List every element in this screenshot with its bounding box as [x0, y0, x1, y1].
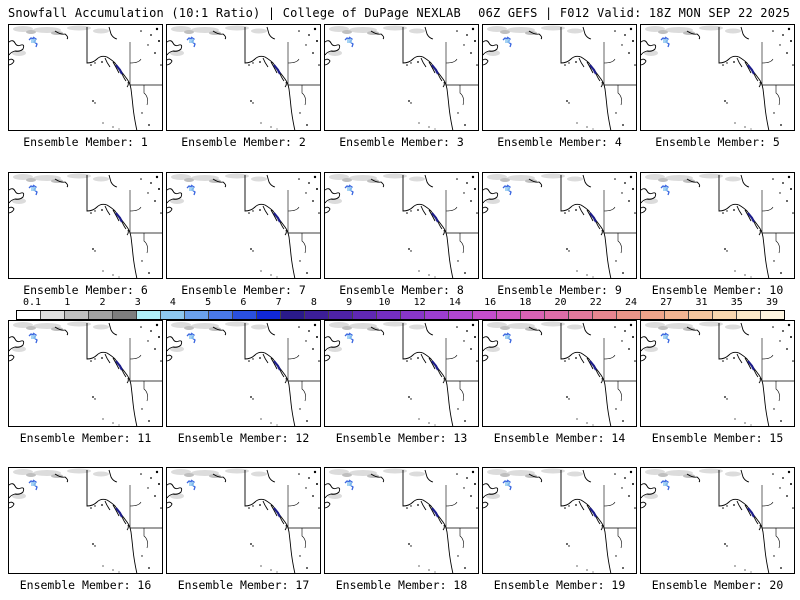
ensemble-member-label: Ensemble Member: 10 — [651, 283, 784, 297]
ensemble-member-label: Ensemble Member: 12 — [177, 431, 310, 445]
legend-swatch — [497, 311, 521, 319]
ensemble-member-map-13[interactable] — [324, 320, 479, 427]
legend-swatch — [281, 311, 305, 319]
legend-tick-label: 1 — [64, 297, 71, 308]
legend-tick-label: 2 — [99, 297, 106, 308]
ensemble-member-label: Ensemble Member: 6 — [23, 283, 148, 297]
legend-tick-labels: 0.1 1 2 3 4 5 6 7 8 9 10 12 14 16 18 20 22 24 27 31 35 39 — [16, 297, 785, 309]
ensemble-member-label: Ensemble Member: 14 — [493, 431, 626, 445]
legend-tick-label: 20 — [554, 297, 567, 308]
legend-tick-label: 16 — [484, 297, 497, 308]
map-title: Snowfall Accumulation (10:1 Ratio) | Col… — [8, 6, 461, 20]
legend-swatch — [473, 311, 497, 319]
ensemble-member-map-9[interactable] — [482, 172, 637, 279]
legend-swatch — [713, 311, 737, 319]
ensemble-member-map-10[interactable] — [640, 172, 795, 279]
ensemble-member-label: Ensemble Member: 8 — [339, 283, 464, 297]
legend-swatch — [329, 311, 353, 319]
legend-swatch — [305, 311, 329, 319]
legend-swatch — [65, 311, 89, 319]
legend-swatch — [377, 311, 401, 319]
legend-swatch — [41, 311, 65, 319]
ensemble-member-label: Ensemble Member: 5 — [655, 135, 780, 149]
legend-tick-label: 8 — [310, 297, 317, 308]
legend-swatch — [593, 311, 617, 319]
legend-tick-label: 27 — [660, 297, 673, 308]
legend-swatch — [761, 311, 784, 319]
legend-tick-label: 12 — [413, 297, 426, 308]
legend-swatch — [689, 311, 713, 319]
legend-swatch — [401, 311, 425, 319]
legend-tick-label: 9 — [346, 297, 353, 308]
ensemble-member-label: Ensemble Member: 4 — [497, 135, 622, 149]
legend-tick-label: 4 — [169, 297, 176, 308]
ensemble-member-map-15[interactable] — [640, 320, 795, 427]
ensemble-member-map-4[interactable] — [482, 24, 637, 131]
legend-tick-label: 0.1 — [22, 297, 42, 308]
legend-swatch — [737, 311, 761, 319]
legend-tick-label: 39 — [765, 297, 779, 308]
legend-swatch — [257, 311, 281, 319]
legend-tick-label: 7 — [275, 297, 282, 308]
ensemble-member-map-19[interactable] — [482, 467, 637, 574]
legend-swatch — [641, 311, 665, 319]
legend-tick-label: 24 — [625, 297, 638, 308]
legend-tick-label: 22 — [589, 297, 602, 308]
ensemble-member-label: Ensemble Member: 3 — [339, 135, 464, 149]
ensemble-member-label: Ensemble Member: 16 — [19, 578, 152, 592]
ensemble-member-map-6[interactable] — [8, 172, 163, 279]
ensemble-member-label: Ensemble Member: 17 — [177, 578, 310, 592]
ensemble-member-map-8[interactable] — [324, 172, 479, 279]
legend-tick-label: 35 — [730, 297, 743, 308]
ensemble-member-label: Ensemble Member: 1 — [23, 135, 148, 149]
legend-swatch — [617, 311, 641, 319]
legend-swatch — [17, 311, 41, 319]
legend-swatch — [209, 311, 233, 319]
legend-swatch — [449, 311, 473, 319]
legend-swatch — [665, 311, 689, 319]
ensemble-member-label: Ensemble Member: 18 — [335, 578, 468, 592]
ensemble-member-label: Ensemble Member: 7 — [181, 283, 306, 297]
legend-tick-label: 5 — [205, 297, 212, 308]
legend-swatch — [161, 311, 185, 319]
ensemble-member-map-3[interactable] — [324, 24, 479, 131]
ensemble-member-label: Ensemble Member: 11 — [19, 431, 152, 445]
ensemble-member-label: Ensemble Member: 19 — [493, 578, 626, 592]
ensemble-member-map-7[interactable] — [166, 172, 321, 279]
legend-tick-label: 18 — [519, 297, 532, 308]
legend-tick-label: 3 — [134, 297, 141, 308]
ensemble-member-label: Ensemble Member: 20 — [651, 578, 784, 592]
ensemble-member-map-12[interactable] — [166, 320, 321, 427]
snowfall-color-legend: 0.1 1 2 3 4 5 6 7 8 9 10 12 14 16 18 20 22 24 27 31 35 39 — [16, 297, 785, 320]
legend-swatch — [545, 311, 569, 319]
ensemble-member-map-2[interactable] — [166, 24, 321, 131]
legend-tick-label: 14 — [448, 297, 461, 308]
legend-tick-label: 6 — [240, 297, 247, 308]
ensemble-member-map-16[interactable] — [8, 467, 163, 574]
ensemble-member-map-17[interactable] — [166, 467, 321, 574]
legend-swatch — [185, 311, 209, 319]
ensemble-member-map-14[interactable] — [482, 320, 637, 427]
legend-swatch — [353, 311, 377, 319]
ensemble-member-map-1[interactable] — [8, 24, 163, 131]
legend-tick-label: 10 — [378, 297, 391, 308]
legend-swatch — [233, 311, 257, 319]
ensemble-member-map-5[interactable] — [640, 24, 795, 131]
legend-swatch — [521, 311, 545, 319]
legend-swatch — [89, 311, 113, 319]
ensemble-member-map-11[interactable] — [8, 320, 163, 427]
ensemble-member-map-18[interactable] — [324, 467, 479, 574]
legend-swatch — [113, 311, 137, 319]
ensemble-member-label: Ensemble Member: 2 — [181, 135, 306, 149]
ensemble-member-label: Ensemble Member: 15 — [651, 431, 784, 445]
model-run-info: 06Z GEFS | F012 Valid: 18Z MON SEP 22 20… — [478, 6, 790, 20]
legend-swatch — [137, 311, 161, 319]
legend-tick-label: 31 — [695, 297, 708, 308]
ensemble-member-label: Ensemble Member: 9 — [497, 283, 622, 297]
legend-swatch — [425, 311, 449, 319]
ensemble-member-map-20[interactable] — [640, 467, 795, 574]
ensemble-member-label: Ensemble Member: 13 — [335, 431, 468, 445]
legend-color-bar — [16, 310, 785, 320]
legend-swatch — [569, 311, 593, 319]
